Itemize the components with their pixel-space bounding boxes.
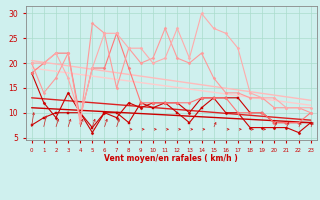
- X-axis label: Vent moyen/en rafales ( km/h ): Vent moyen/en rafales ( km/h ): [104, 154, 238, 163]
